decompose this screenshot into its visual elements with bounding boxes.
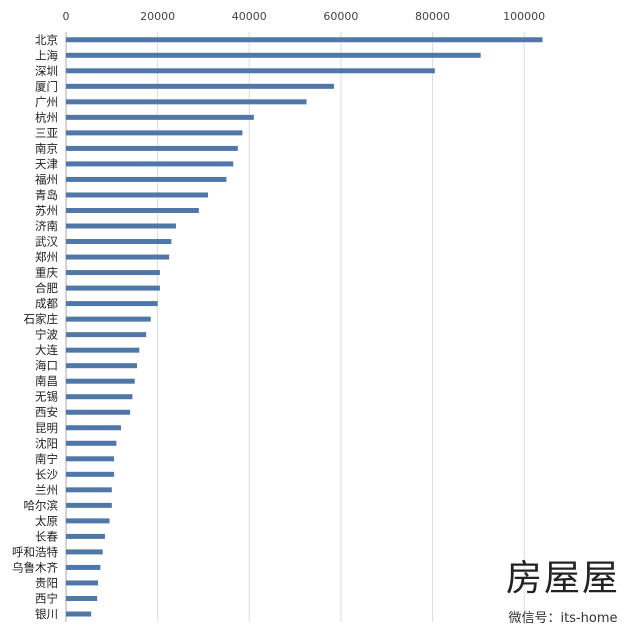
bar	[66, 487, 112, 493]
bar	[66, 254, 170, 260]
category-label: 广州	[35, 95, 58, 109]
bar	[66, 68, 435, 74]
category-labels: 北京上海深圳厦门广州杭州三亚南京天津福州青岛苏州济南武汉郑州重庆合肥成都石家庄宁…	[12, 33, 58, 621]
category-label: 北京	[35, 33, 58, 47]
category-label: 乌鲁木齐	[12, 560, 58, 574]
bar	[66, 207, 199, 213]
bar	[66, 456, 115, 462]
bar	[66, 285, 160, 291]
category-label: 呼和浩特	[12, 545, 58, 559]
category-label: 兰州	[35, 483, 58, 497]
x-tick-label: 20000	[140, 10, 175, 23]
x-tick-label: 60000	[323, 10, 358, 23]
category-label: 太原	[35, 514, 58, 528]
category-label: 福州	[35, 172, 58, 186]
x-tick-label: 80000	[415, 10, 450, 23]
bar	[66, 518, 110, 524]
category-label: 南宁	[35, 452, 58, 466]
x-tick-label: 0	[63, 10, 70, 23]
bar	[66, 239, 172, 245]
bar	[66, 130, 243, 136]
bar	[66, 549, 103, 555]
category-label: 三亚	[35, 126, 58, 140]
bar	[66, 161, 234, 167]
bar	[66, 192, 209, 198]
bar	[66, 425, 121, 431]
bar	[66, 114, 254, 120]
bar	[66, 564, 101, 570]
category-label: 深圳	[35, 64, 58, 78]
watermark-subtitle: 微信号：its-home	[508, 611, 618, 626]
category-label: 海口	[35, 359, 58, 373]
category-label: 长春	[35, 529, 58, 543]
bar	[66, 394, 133, 400]
bar	[66, 363, 138, 369]
category-label: 石家庄	[24, 312, 59, 326]
category-label: 厦门	[35, 79, 58, 93]
category-label: 沈阳	[35, 436, 58, 450]
category-label: 西宁	[35, 591, 58, 605]
category-label: 长沙	[35, 467, 58, 481]
category-label: 哈尔滨	[24, 498, 59, 512]
watermark-title: 房屋屋	[505, 558, 620, 599]
category-label: 上海	[35, 48, 58, 62]
category-label: 宁波	[35, 328, 58, 342]
category-label: 昆明	[35, 421, 58, 435]
category-label: 西安	[35, 405, 58, 419]
bar	[66, 347, 140, 353]
bar	[66, 533, 105, 539]
category-label: 南京	[35, 141, 58, 155]
category-label: 无锡	[35, 390, 58, 404]
category-label: 苏州	[35, 203, 58, 217]
bars	[66, 37, 543, 617]
watermark: 房屋屋 微信号：its-home	[505, 558, 620, 627]
bar	[66, 52, 481, 58]
category-label: 郑州	[35, 250, 58, 264]
bar	[66, 83, 335, 89]
category-label: 武汉	[35, 235, 58, 249]
x-tick-label: 100000	[503, 10, 545, 23]
category-label: 合肥	[35, 281, 58, 295]
bar	[66, 145, 238, 151]
gridlines	[65, 32, 525, 622]
bar	[66, 611, 92, 617]
bar	[66, 99, 307, 105]
bar	[66, 502, 112, 508]
bar	[66, 471, 115, 477]
x-tick-label: 40000	[232, 10, 267, 23]
category-label: 大连	[35, 343, 58, 357]
category-label: 贵阳	[35, 576, 58, 590]
category-label: 青岛	[35, 188, 58, 202]
x-axis-ticks: 0 20000 40000 60000 80000 100000	[63, 10, 546, 23]
category-label: 成都	[35, 297, 58, 311]
bar	[66, 378, 135, 384]
category-label: 南昌	[35, 374, 58, 388]
bar	[66, 440, 117, 446]
bar	[66, 409, 131, 415]
bar	[66, 223, 176, 229]
category-label: 银川	[35, 607, 58, 621]
bar	[66, 332, 147, 338]
bar	[66, 580, 99, 586]
bar	[66, 176, 227, 182]
category-label: 杭州	[35, 110, 58, 124]
bar	[66, 316, 151, 322]
category-label: 天津	[35, 157, 58, 171]
bar	[66, 37, 543, 43]
bar	[66, 301, 158, 307]
category-label: 济南	[35, 219, 58, 233]
category-label: 重庆	[35, 266, 58, 280]
bar	[66, 270, 160, 276]
bar	[66, 595, 98, 601]
